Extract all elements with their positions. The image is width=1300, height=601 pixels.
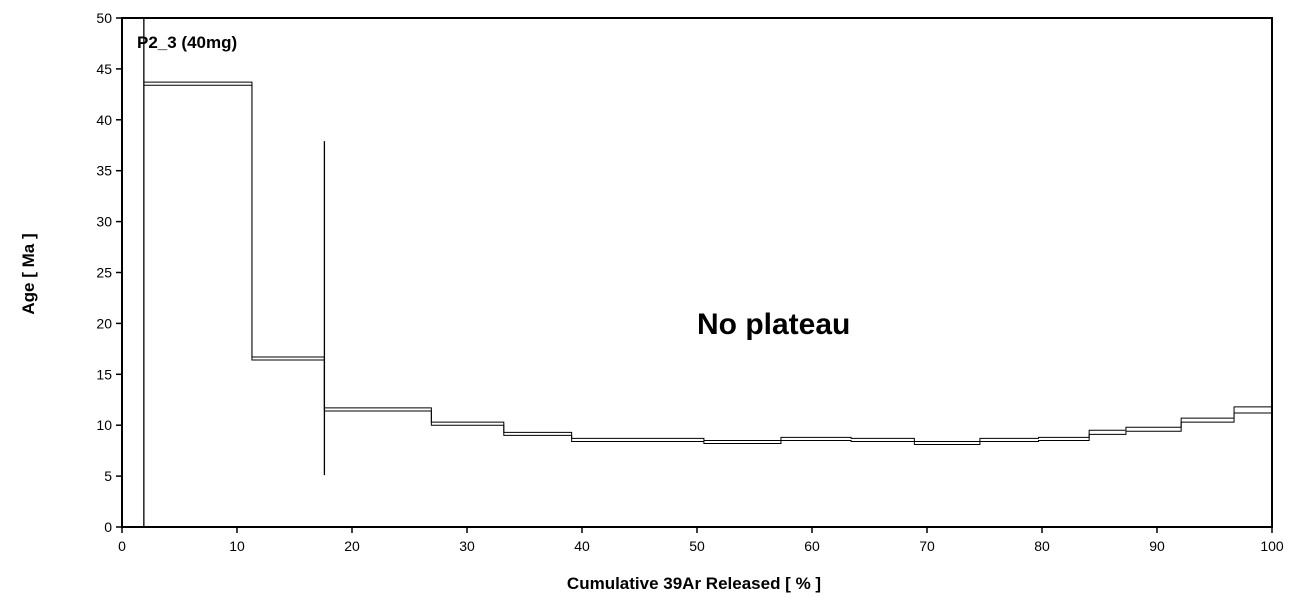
age-step-16: [1181, 418, 1234, 422]
sample-label: P2_3 (40mg): [137, 33, 237, 52]
plot-frame: [121, 17, 1273, 528]
y-tick-label: 50: [96, 10, 112, 26]
y-axis-title: Age [ Ma ]: [19, 233, 38, 314]
age-step-15: [1126, 427, 1181, 431]
x-tick-label: 70: [919, 538, 935, 554]
x-tick-label: 30: [459, 538, 475, 554]
x-tick-label: 0: [118, 538, 126, 554]
y-tick-label: 35: [96, 163, 112, 179]
steps-layer: [143, 81, 1272, 446]
age-step-14: [1089, 430, 1126, 434]
y-tick-label: 5: [104, 468, 112, 484]
y-tick-label: 10: [96, 417, 112, 433]
y-tick-label: 0: [104, 519, 112, 535]
x-tick-label: 10: [229, 538, 245, 554]
markers-layer: [143, 18, 326, 527]
age-step-17: [1234, 407, 1272, 413]
age-upper-envelope: [143, 81, 1272, 442]
x-tick-label: 80: [1034, 538, 1050, 554]
annotation-label: No plateau: [697, 308, 850, 341]
x-tick-label: 100: [1260, 538, 1284, 554]
y-tick-label: 40: [96, 112, 112, 128]
y-tick-label: 20: [96, 315, 112, 331]
age-lower-envelope: [143, 84, 1272, 446]
x-tick-label: 60: [804, 538, 820, 554]
y-tick-label: 45: [96, 61, 112, 77]
x-tick-label: 50: [689, 538, 705, 554]
x-tick-label: 40: [574, 538, 590, 554]
x-tick-label: 20: [344, 538, 360, 554]
y-tick-label: 30: [96, 214, 112, 230]
x-tick-label: 90: [1149, 538, 1165, 554]
y-tick-label: 25: [96, 265, 112, 281]
y-tick-label: 15: [96, 366, 112, 382]
x-axis-title: Cumulative 39Ar Released [ % ]: [567, 574, 821, 593]
axes-layer: 0 10 20 30 40 50 60 70 80 90 100 0 5 10 15 20 25 30 35 40 45…: [96, 10, 1283, 554]
